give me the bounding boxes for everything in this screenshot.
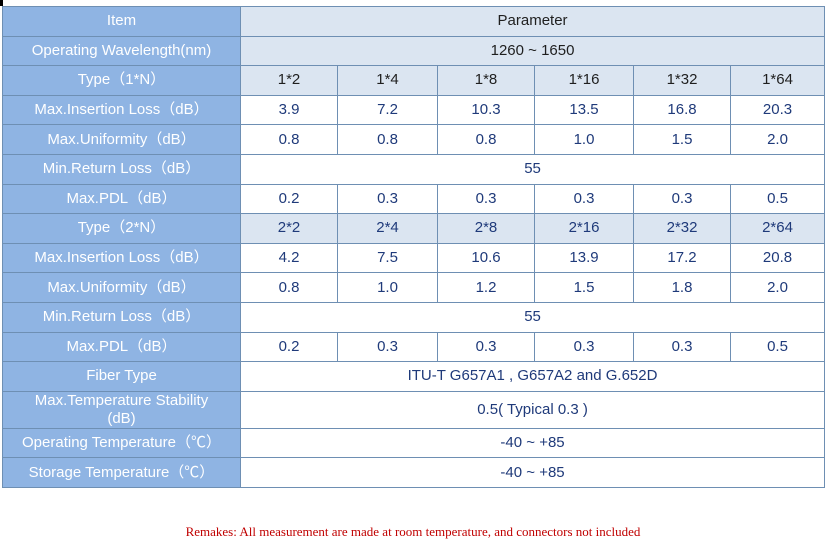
pdl-1n-label: Max.PDL（dB） (2, 183, 241, 215)
il-2n-cell: 20.8 (729, 242, 826, 274)
uni-2n-cell: 2.0 (729, 272, 826, 303)
uni-2n-row: Max.Uniformity（dB） 0.8 1.0 1.2 1.5 1.8 2… (2, 272, 826, 303)
pdl-2n-label: Max.PDL（dB） (2, 331, 241, 363)
remark-note: Remakes: All measurement are made at roo… (185, 524, 641, 539)
uni-1n-cell: 0.8 (437, 124, 535, 155)
type-1n-cell: 1*8 (437, 65, 535, 96)
uni-2n-cell: 1.5 (534, 272, 634, 303)
uni-1n-cell: 0.8 (337, 124, 438, 155)
pdl-2n-cell: 0.3 (437, 331, 535, 363)
uni-2n-cell: 1.2 (437, 272, 535, 303)
il-1n-cell: 10.3 (437, 94, 535, 126)
pdl-1n-row: Max.PDL（dB） 0.2 0.3 0.3 0.3 0.3 0.5 (2, 183, 826, 215)
il-2n-cell: 7.5 (337, 242, 438, 274)
type-2n-cell: 2*2 (240, 213, 338, 244)
type-2n-cell: 2*32 (633, 213, 731, 244)
fiber-row: Fiber Type ITU-T G657A1 , G657A2 and G.6… (2, 361, 826, 392)
uni-1n-cell: 1.0 (534, 124, 634, 155)
wavelength-value: 1260 ~ 1650 (239, 35, 826, 67)
il-1n-cell: 16.8 (633, 94, 731, 126)
pdl-2n-cell: 0.3 (534, 331, 634, 363)
corner-mark (0, 0, 3, 6)
temp-stability-row: Max.Temperature Stability (dB) 0.5( Typi… (2, 390, 826, 429)
il-2n-label: Max.Insertion Loss（dB） (2, 242, 241, 274)
type-1n-row: Type（1*N） 1*2 1*4 1*8 1*16 1*32 1*64 (2, 65, 826, 96)
il-1n-label: Max.Insertion Loss（dB） (2, 94, 241, 126)
uni-2n-cell: 1.0 (337, 272, 438, 303)
type-1n-cell: 1*16 (534, 65, 634, 96)
pdl-2n-cell: 0.5 (729, 331, 826, 363)
pdl-2n-cell: 0.2 (240, 331, 338, 363)
uni-1n-cell: 0.8 (240, 124, 338, 155)
type-2n-label: Type（2*N） (2, 213, 241, 244)
uni-1n-label: Max.Uniformity（dB） (2, 124, 241, 155)
temp-stability-label-line2: (dB) (107, 409, 136, 427)
op-temp-row: Operating Temperature（℃） -40 ~ +85 (2, 427, 826, 459)
header-item: Item (2, 6, 241, 37)
il-1n-cell: 20.3 (729, 94, 826, 126)
pdl-2n-cell: 0.3 (633, 331, 731, 363)
uni-2n-cell: 0.8 (240, 272, 338, 303)
temp-stability-value: 0.5( Typical 0.3 ) (239, 390, 826, 429)
storage-temp-label: Storage Temperature（℃） (2, 457, 241, 488)
temp-stability-label: Max.Temperature Stability (dB) (2, 390, 241, 429)
fiber-value: ITU-T G657A1 , G657A2 and G.652D (239, 361, 826, 392)
wavelength-label: Operating Wavelength(nm) (2, 35, 241, 67)
pdl-1n-cell: 0.3 (633, 183, 731, 215)
il-1n-cell: 7.2 (337, 94, 438, 126)
pdl-1n-cell: 0.3 (337, 183, 438, 215)
il-2n-cell: 4.2 (240, 242, 338, 274)
spec-table: Item Parameter Operating Wavelength(nm) … (2, 6, 826, 488)
pdl-2n-cell: 0.3 (337, 331, 438, 363)
type-1n-cell: 1*32 (633, 65, 731, 96)
type-1n-cell: 1*2 (240, 65, 338, 96)
pdl-1n-cell: 0.3 (534, 183, 634, 215)
il-2n-cell: 10.6 (437, 242, 535, 274)
il-1n-cell: 13.5 (534, 94, 634, 126)
temp-stability-label-line1: Max.Temperature Stability (34, 391, 209, 409)
type-2n-row: Type（2*N） 2*2 2*4 2*8 2*16 2*32 2*64 (2, 213, 826, 244)
type-2n-cell: 2*64 (729, 213, 826, 244)
type-1n-cell: 1*64 (729, 65, 826, 96)
uni-1n-cell: 2.0 (729, 124, 826, 155)
pdl-1n-cell: 0.3 (437, 183, 535, 215)
type-2n-cell: 2*4 (337, 213, 438, 244)
il-1n-cell: 3.9 (240, 94, 338, 126)
rl-2n-row: Min.Return Loss（dB） 55 (2, 301, 826, 333)
op-temp-label: Operating Temperature（℃） (2, 427, 241, 459)
storage-temp-row: Storage Temperature（℃） -40 ~ +85 (2, 457, 826, 488)
type-1n-cell: 1*4 (337, 65, 438, 96)
storage-temp-value: -40 ~ +85 (239, 457, 826, 488)
rl-1n-row: Min.Return Loss（dB） 55 (2, 153, 826, 185)
rl-1n-label: Min.Return Loss（dB） (2, 153, 241, 185)
pdl-1n-cell: 0.5 (729, 183, 826, 215)
uni-2n-cell: 1.8 (633, 272, 731, 303)
uni-2n-label: Max.Uniformity（dB） (2, 272, 241, 303)
header-parameter: Parameter (239, 6, 826, 37)
il-2n-row: Max.Insertion Loss（dB） 4.2 7.5 10.6 13.9… (2, 242, 826, 274)
wavelength-row: Operating Wavelength(nm) 1260 ~ 1650 (2, 35, 826, 67)
uni-1n-row: Max.Uniformity（dB） 0.8 0.8 0.8 1.0 1.5 2… (2, 124, 826, 155)
il-1n-row: Max.Insertion Loss（dB） 3.9 7.2 10.3 13.5… (2, 94, 826, 126)
type-2n-cell: 2*8 (437, 213, 535, 244)
header-row: Item Parameter (2, 6, 826, 37)
il-2n-cell: 13.9 (534, 242, 634, 274)
type-1n-label: Type（1*N） (2, 65, 241, 96)
rl-2n-value: 55 (239, 301, 826, 333)
type-2n-cell: 2*16 (534, 213, 634, 244)
op-temp-value: -40 ~ +85 (239, 427, 826, 459)
pdl-1n-cell: 0.2 (240, 183, 338, 215)
rl-1n-value: 55 (239, 153, 826, 185)
uni-1n-cell: 1.5 (633, 124, 731, 155)
fiber-label: Fiber Type (2, 361, 241, 392)
pdl-2n-row: Max.PDL（dB） 0.2 0.3 0.3 0.3 0.3 0.5 (2, 331, 826, 363)
rl-2n-label: Min.Return Loss（dB） (2, 301, 241, 333)
il-2n-cell: 17.2 (633, 242, 731, 274)
